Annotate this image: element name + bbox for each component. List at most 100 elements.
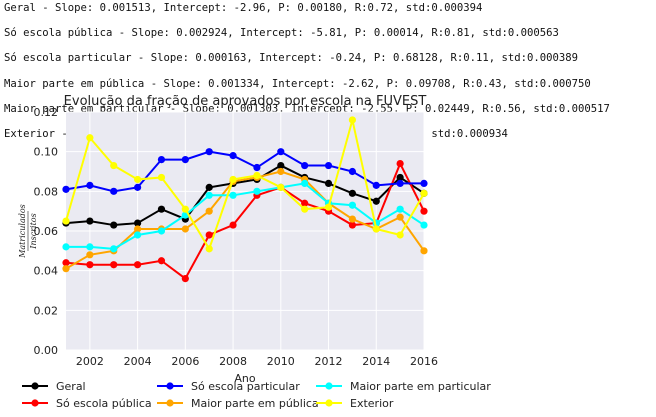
data-point [396,159,404,168]
data-point [372,225,380,233]
data-point [253,163,261,172]
data-point [110,221,118,229]
y-tick-label: 0.00 [34,344,59,357]
legend-label: Só escola particular [191,380,300,393]
data-point [134,231,142,239]
legend-item-2: Só escola particular [157,380,300,393]
legend-label: Maior parte em particular [350,380,491,393]
data-point [86,261,94,269]
y-tick-label: 0.04 [34,265,59,278]
legend-item-5: Exterior [316,397,394,410]
x-tick-label: 2008 [219,355,247,368]
data-point [205,148,213,156]
y-tick-label: 0.06 [34,225,59,238]
data-point [277,148,285,156]
y-tick-label: 0.08 [34,185,59,198]
axis-ticks: 0.00 0.02 0.04 0.06 0.08 0.10 0.12 2002 2004 2006… [34,106,439,368]
data-point [277,161,285,170]
data-point [348,116,356,124]
regression-stats: Geral - Slope: 0.001513, Intercept: -2.9… [4,2,610,153]
legend-item-4: Maior parte em particular [316,380,491,393]
y-axis-label-denominator: Inscritos [29,213,38,249]
legend: Geral Só escola pública Só escola particul… [22,380,491,410]
y-axis-label: Matriculados Inscritos [18,204,38,259]
data-point [181,275,189,283]
data-point [134,261,142,269]
data-point [205,191,213,199]
series-line-3 [65,170,425,270]
data-point [348,201,356,209]
legend-marker [31,382,39,390]
data-point [324,203,333,211]
data-point [134,183,142,191]
data-point [157,257,166,265]
data-point [157,205,166,213]
legend-marker [325,399,333,407]
data-point [110,245,118,253]
data-point [420,221,428,229]
data-point [372,197,380,205]
legend-marker [166,382,174,390]
series-line-5 [65,119,425,252]
data-point [86,243,94,251]
legend-marker [166,399,174,407]
data-point [86,134,94,142]
data-point [86,181,94,189]
data-point [62,185,70,193]
data-point [253,187,261,195]
data-point [420,179,428,187]
legend-item-3: Maior parte em pública [157,397,319,410]
series-line-0 [65,164,425,227]
data-point [277,183,285,191]
data-point [134,225,142,233]
x-tick-label: 2002 [76,355,104,368]
legend-item-0: Geral [22,380,86,393]
data-point [372,181,380,189]
data-point [396,173,404,182]
y-tick-label: 0.10 [34,146,59,159]
data-point [205,207,213,215]
data-point [229,152,237,160]
data-point [253,171,261,180]
x-tick-label: 2004 [124,355,152,368]
data-point [396,205,404,213]
data-point [396,179,404,187]
data-point [110,261,118,269]
grid-lines [66,111,425,351]
data-point [134,219,142,227]
data-point [181,225,189,233]
data-point [277,167,285,176]
legend-item-1: Só escola pública [22,397,152,410]
x-tick-label: 2014 [362,355,390,368]
data-point [324,179,333,187]
data-point [205,231,213,239]
data-point [205,245,213,253]
y-tick-label: 0.02 [34,304,59,317]
series-lines [62,116,428,283]
data-point [348,221,356,229]
legend-label: Exterior [350,397,394,410]
data-point [229,175,237,184]
data-point [301,199,309,207]
data-point [229,221,237,229]
data-point [229,191,237,199]
x-axis-label: Ano [234,372,255,385]
data-point [205,183,213,191]
data-point [157,173,166,182]
legend-label: Só escola pública [56,397,152,410]
data-point [157,227,166,235]
stats-line-particular: Só escola particular - Slope: 0.000163, … [4,52,579,65]
x-tick-label: 2006 [171,355,199,368]
data-point [62,243,70,251]
data-point [181,205,189,213]
data-point [301,161,309,170]
data-point [420,207,428,215]
data-point [62,265,70,273]
data-point [62,259,70,267]
data-point [396,231,404,239]
stats-line-publica: Só escola pública - Slope: 0.002924, Int… [4,27,559,40]
y-tick-label: 0.12 [34,106,59,119]
legend-marker [31,399,39,407]
legend-label: Geral [56,380,86,393]
